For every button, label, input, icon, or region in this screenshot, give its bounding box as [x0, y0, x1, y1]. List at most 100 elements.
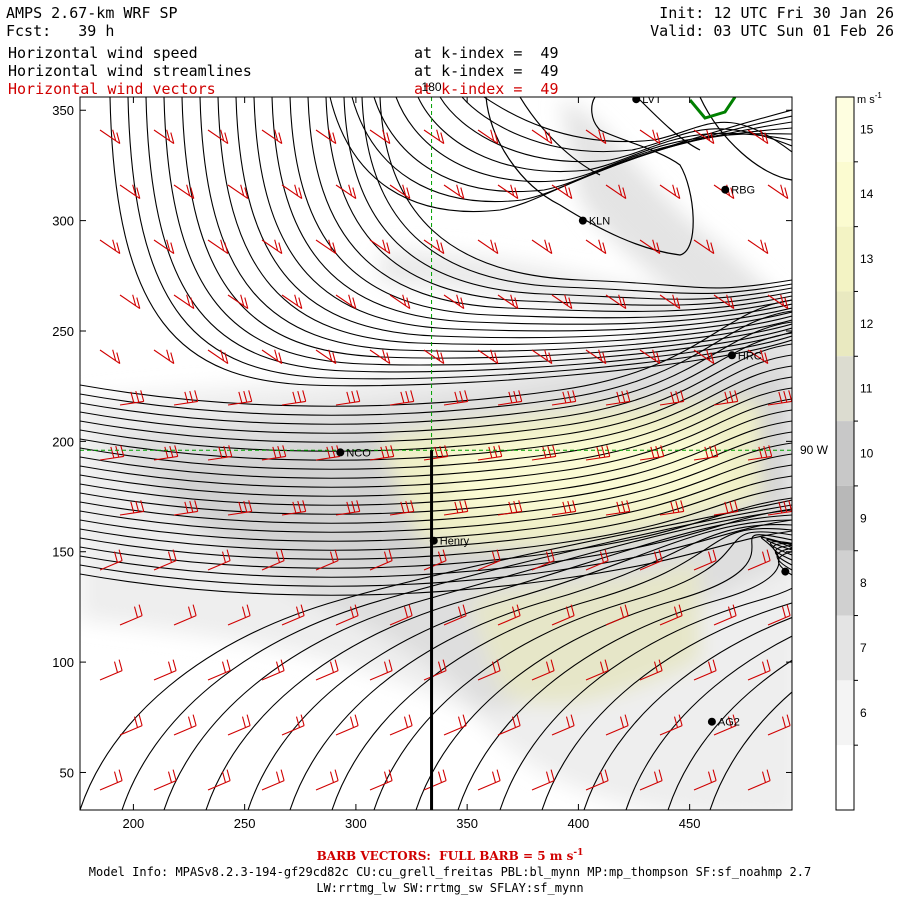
- streamline: [80, 365, 792, 461]
- wind-barb-flag: [496, 659, 501, 671]
- wind-barb-flag: [436, 239, 441, 251]
- y-tick-label: 100: [52, 655, 74, 670]
- wind-barb-flag: [650, 446, 655, 459]
- wind-barb-shaft: [423, 349, 445, 365]
- wind-barb-flag: [352, 187, 357, 199]
- wind-barb-shaft: [261, 455, 286, 461]
- y-tick-label: 300: [52, 214, 74, 229]
- wind-barb-shaft: [119, 615, 143, 626]
- wind-barb-flag: [454, 391, 459, 404]
- wind-barb-flag: [516, 714, 521, 726]
- wind-barb-shaft: [443, 725, 467, 736]
- colorbar-segment: [836, 745, 854, 810]
- wind-barb-flag: [274, 129, 279, 141]
- wind-barb-shaft: [207, 239, 229, 255]
- streamline: [80, 321, 792, 425]
- wind-barb-shaft: [335, 400, 360, 406]
- wind-barb-flag: [348, 294, 353, 306]
- wind-barb-flag: [348, 184, 353, 196]
- wind-barb-flag: [547, 446, 552, 458]
- streamline: [80, 387, 792, 479]
- wind-barb-flag: [187, 716, 193, 728]
- wind-barb-flag: [729, 501, 734, 513]
- streamline: [307, 97, 792, 312]
- ice-shelf-boundary: [688, 97, 737, 120]
- wind-barb-flag: [604, 549, 609, 561]
- wind-barb-flag: [562, 501, 567, 514]
- wind-barb-shaft: [585, 455, 610, 461]
- wind-barb-flag: [275, 771, 281, 783]
- wind-barb-flag: [459, 501, 464, 513]
- wind-barb-shaft: [713, 400, 738, 406]
- colorbar-label: 13: [860, 252, 874, 266]
- wind-barb-flag: [354, 714, 359, 726]
- streamline: [121, 504, 792, 810]
- wind-barb-flag: [388, 659, 393, 671]
- wind-barb-flag: [300, 604, 305, 616]
- wind-barb-flag: [567, 501, 572, 513]
- wind-barb-flag: [170, 242, 175, 254]
- wind-barb-flag: [734, 390, 739, 402]
- wind-barb-shaft: [767, 615, 791, 626]
- wind-barb-shaft: [747, 129, 769, 145]
- wind-barb-shaft: [693, 455, 718, 461]
- streamline: [80, 343, 792, 443]
- wind-barb-flag: [166, 129, 171, 141]
- wind-barb-flag: [460, 297, 465, 309]
- x-axis-ticks: 200 250 300 350 400 450: [123, 97, 701, 831]
- wind-barb-flag: [724, 391, 729, 404]
- wind-barb-flag: [439, 446, 444, 458]
- wind-barb-shaft: [713, 510, 738, 516]
- station-label: RBG: [731, 185, 755, 197]
- colorbar-segment: [836, 161, 854, 227]
- wind-barb-flag: [766, 549, 771, 561]
- wind-barb-flag: [133, 606, 139, 618]
- streamline: [235, 97, 792, 339]
- wind-barb-flag: [351, 391, 356, 403]
- wind-barb-shaft: [639, 455, 664, 461]
- wind-barb-shaft: [477, 560, 501, 571]
- colorbar-segment: [836, 680, 854, 746]
- wind-barb-shaft: [443, 184, 465, 200]
- wind-barb-flag: [112, 129, 117, 141]
- wind-barb-flag: [598, 349, 603, 361]
- wind-barb-flag: [706, 129, 711, 141]
- wind-barb-flag: [294, 184, 299, 196]
- wind-barb-flag: [167, 661, 173, 673]
- wind-barb-flag: [167, 551, 173, 563]
- wind-barbs: [99, 129, 792, 791]
- wind-barb-flag: [514, 187, 519, 199]
- wind-barb-flag: [616, 501, 621, 514]
- wind-barb-flag: [115, 446, 120, 458]
- wind-barb-flag: [670, 501, 675, 514]
- wind-barb-flag: [494, 132, 499, 144]
- wind-barb-flag: [220, 349, 225, 361]
- wind-barb-flag: [224, 132, 229, 144]
- wind-barb-shaft: [261, 129, 283, 145]
- wind-barb-flag: [550, 549, 555, 561]
- wind-barb-shaft: [639, 670, 663, 681]
- field-level-vectors: at k-index = 49: [414, 80, 559, 98]
- wind-barb-flag: [298, 187, 303, 199]
- wind-barb-flag: [328, 129, 333, 141]
- wind-barb-flag: [274, 349, 279, 361]
- colorbar-label: 12: [860, 317, 874, 331]
- wind-barb-shaft: [767, 294, 789, 310]
- wind-barb-shaft: [423, 780, 447, 791]
- streamline: [395, 97, 792, 182]
- wind-barb-shaft: [207, 349, 229, 365]
- wind-barb-flag: [382, 349, 387, 361]
- wind-barb-flag: [672, 184, 677, 196]
- wind-barb-flag: [135, 391, 140, 403]
- wind-barb-flag: [334, 549, 339, 561]
- wind-barb-flag: [783, 391, 788, 403]
- wind-barb-flag: [133, 716, 139, 728]
- wind-barb-shaft: [747, 670, 771, 681]
- streamline: [80, 431, 792, 515]
- wind-barb-flag: [297, 391, 302, 403]
- wind-barb-flag: [464, 500, 469, 512]
- wind-barb-flag: [228, 445, 233, 457]
- streamline: [80, 299, 792, 407]
- model-info: Model Info: MPASv8.2.3-194-gf29cd82c CU:…: [88, 865, 812, 879]
- wind-barb-flag: [508, 391, 513, 404]
